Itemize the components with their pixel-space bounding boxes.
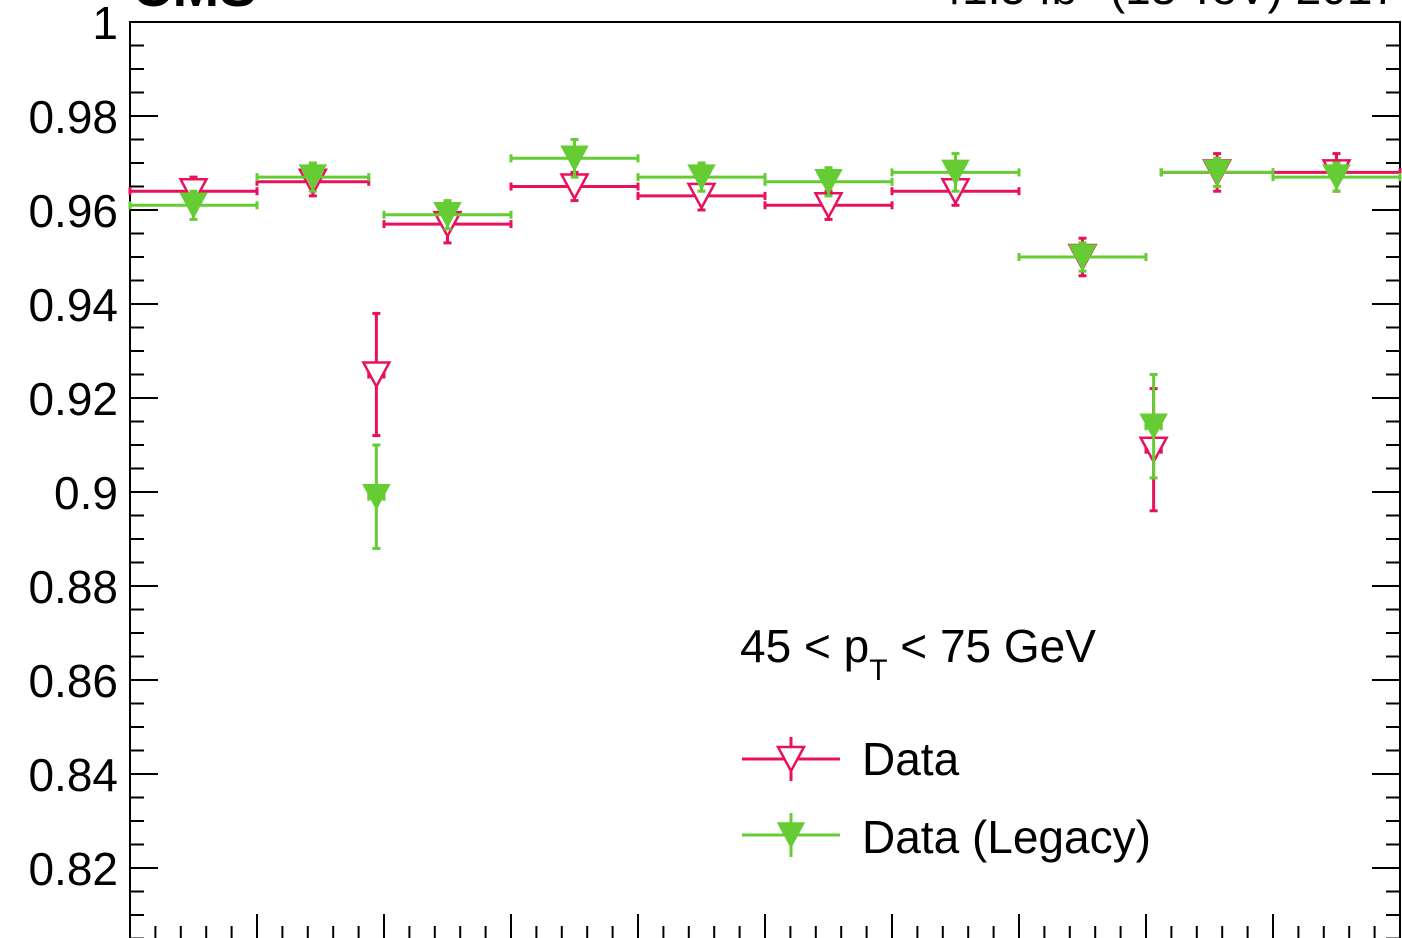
triangle-marker <box>179 192 208 219</box>
legend-label-data-legacy: Data (Legacy) <box>862 811 1151 863</box>
annotation-tail: < 75 GeV <box>888 620 1097 672</box>
axis-ticks <box>129 21 1401 938</box>
data-point <box>636 161 767 193</box>
y-tick-label: 0.96 <box>28 185 118 237</box>
triangle-marker <box>1202 159 1232 186</box>
plot-frame <box>129 21 1401 938</box>
lumi-energy: (13 TeV) 2017 <box>1110 0 1398 14</box>
triangle-marker <box>1068 244 1097 271</box>
y-tick-label: 1 <box>92 0 118 49</box>
pt-range-annotation: 45 < pT < 75 GeV <box>740 620 1096 687</box>
lumi-value: 41.5 fb <box>936 0 1077 14</box>
y-tick-label: 0.98 <box>28 91 118 143</box>
y-tick-label: 0.86 <box>28 655 118 707</box>
series-data-legacy <box>128 138 1402 550</box>
y-tick-label: 0.88 <box>28 561 118 613</box>
data-point <box>763 189 894 221</box>
annotation-subscript: T <box>869 654 887 687</box>
y-tick-label: 0.84 <box>28 749 118 801</box>
experiment-label: CMS <box>132 0 256 18</box>
y-tick-label: 0.82 <box>28 843 118 895</box>
y-tick-label: 0.94 <box>28 279 118 331</box>
triangle-marker <box>1139 413 1168 440</box>
y-tick-label: 0.9 <box>54 467 118 519</box>
data-point <box>255 161 371 193</box>
data-point <box>382 199 513 231</box>
luminosity-label: 41.5 fb-1(13 TeV) 2017 <box>936 0 1398 14</box>
series-data <box>128 152 1402 513</box>
triangle-marker <box>361 361 392 390</box>
triangle-marker <box>941 159 970 186</box>
triangle-marker <box>298 164 328 191</box>
legend-label-data: Data <box>862 733 960 785</box>
triangle-marker <box>433 201 462 229</box>
data-point <box>1159 156 1275 188</box>
triangle-marker <box>362 483 391 511</box>
data-point <box>1139 373 1168 480</box>
data-point <box>509 138 640 179</box>
data-point <box>1271 161 1402 193</box>
data-point <box>362 443 391 550</box>
y-tick-label: 0.92 <box>28 373 118 425</box>
annotation-text: 45 < p <box>740 620 869 672</box>
triangle-marker <box>560 145 589 172</box>
legend-marker <box>775 745 807 774</box>
triangle-marker <box>814 169 843 196</box>
triangle-marker <box>1322 164 1351 191</box>
legend-marker <box>776 822 806 849</box>
y-tick-labels: 0.82 0.84 0.86 0.88 0.9 0.92 0.94 0.96 0.98 1 <box>28 0 118 895</box>
data-point <box>890 152 1021 193</box>
legend: Data Data (Legacy) <box>742 733 1151 863</box>
data-point <box>361 311 392 438</box>
data-point <box>1017 241 1148 273</box>
data-series <box>128 138 1402 550</box>
legend-entry-data-legacy <box>742 813 840 857</box>
triangle-marker <box>687 164 716 191</box>
data-point <box>763 166 894 198</box>
data-point <box>128 189 259 221</box>
legend-entry-data <box>742 737 840 781</box>
